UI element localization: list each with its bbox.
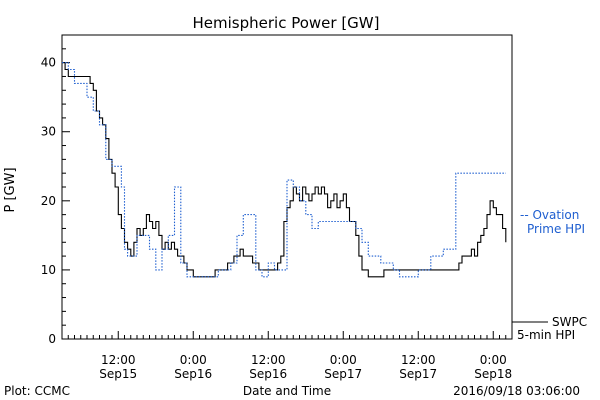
x-tick-time-label: 0:00 <box>480 353 507 367</box>
legend-swpc: SWPC 5-min HPI <box>512 315 587 342</box>
x-tick-time-label: 0:00 <box>330 353 357 367</box>
x-tick-date-label: Sep17 <box>324 367 362 381</box>
legend-swpc-label-1: SWPC <box>552 315 587 329</box>
x-tick-date-label: Sep16 <box>249 367 287 381</box>
x-tick-time-label: 0:00 <box>180 353 207 367</box>
chart-title: Hemispheric Power [GW] <box>193 14 380 32</box>
x-axis-label: Date and Time <box>243 384 331 398</box>
x-tick-time-label: 12:00 <box>101 353 136 367</box>
legend-swpc-label-2: 5-min HPI <box>517 328 575 342</box>
x-tick-time-label: 12:00 <box>251 353 286 367</box>
legend-ovation-label-2: Prime HPI <box>527 222 585 236</box>
y-tick-label: 10 <box>41 263 56 277</box>
y-tick-label: 40 <box>41 56 56 70</box>
x-tick-date-label: Sep18 <box>474 367 512 381</box>
y-tick-label: 20 <box>41 194 56 208</box>
plot-timestamp: 2016/09/18 03:06:00 <box>453 384 580 398</box>
ovation-prime-series-line <box>62 62 506 278</box>
plot-credit: Plot: CCMC <box>4 384 70 398</box>
x-tick-date-label: Sep16 <box>174 367 212 381</box>
x-axis: 12:00Sep150:00Sep1612:00Sep160:00Sep1712… <box>61 331 513 381</box>
x-tick-date-label: Sep15 <box>99 367 137 381</box>
legend-ovation-label-1: -- Ovation <box>520 208 579 222</box>
series-layer <box>62 62 507 278</box>
y-axis: 0 10 20 30 40 <box>41 34 70 346</box>
swpc-hpi-series-line <box>62 62 507 278</box>
x-tick-time-label: 12:00 <box>401 353 436 367</box>
legend-ovation: -- Ovation Prime HPI <box>520 208 585 236</box>
y-axis-label: P [GW] <box>3 167 18 212</box>
y-tick-label: 0 <box>48 332 56 346</box>
x-tick-date-label: Sep17 <box>399 367 437 381</box>
y-tick-label: 30 <box>41 125 56 139</box>
